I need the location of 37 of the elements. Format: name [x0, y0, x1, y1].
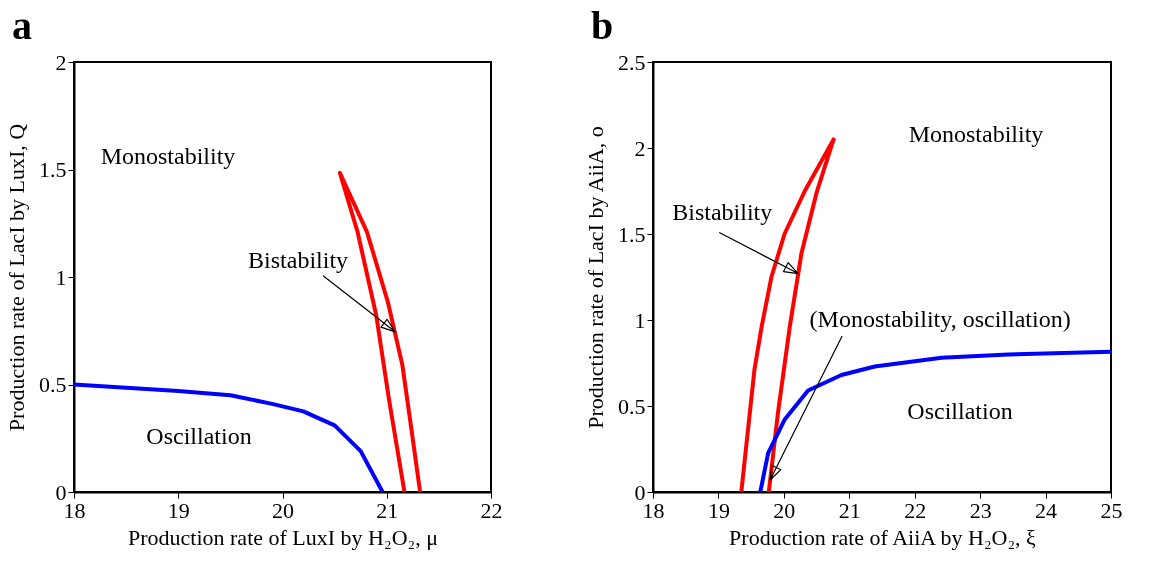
x-tick-label: 24: [1035, 497, 1058, 523]
y-tick-label: 1: [634, 307, 646, 333]
x-tick-label: 22: [480, 497, 503, 523]
y-tick-label: 0.5: [39, 372, 67, 397]
y-axis-title: Production rate of LacI by AiiA, o: [583, 126, 608, 429]
x-axis-title: Production rate of AiiA by H₂O₂, ξ: [729, 524, 1037, 550]
y-axis-title: Production rate of LacI by LuxI, Q: [4, 123, 29, 432]
y-tick-label: 1: [55, 264, 67, 290]
x-tick-label: 20: [773, 497, 796, 523]
chart-title: a: [12, 3, 32, 48]
x-tick-label: 21: [838, 497, 861, 523]
line-series: [74, 382, 385, 492]
x-tick-label: 21: [376, 497, 399, 523]
y-tick-label: 2: [55, 49, 67, 75]
line-series: [758, 349, 1111, 492]
annotation: Oscillation: [907, 398, 1013, 424]
annotation: Oscillation: [146, 423, 252, 449]
x-tick-label: 20: [272, 497, 294, 523]
y-tick-label: 0: [55, 479, 67, 505]
annotation: (Monostability, oscillation): [809, 305, 1071, 332]
annotation: Monostability: [908, 121, 1044, 147]
y-tick-label: 1.5: [618, 221, 646, 247]
y-tick-label: 2: [634, 135, 646, 161]
y-tick-label: 0.5: [618, 393, 646, 419]
chart-title: b: [591, 3, 614, 48]
annotation: Bistability: [672, 198, 773, 225]
x-tick-label: 22: [904, 497, 927, 523]
x-tick-label: 25: [1100, 497, 1123, 523]
x-tick-label: 23: [969, 497, 992, 523]
x-tick-label: 19: [167, 497, 190, 523]
x-axis-title: Production rate of LuxI by H₂O₂, μ: [127, 524, 439, 550]
y-tick-label: 2.5: [618, 49, 646, 75]
y-tick-label: 1.5: [39, 157, 67, 182]
x-tick-label: 19: [707, 497, 730, 523]
y-tick-label: 0: [634, 479, 646, 505]
annotation: Bistability: [248, 246, 349, 273]
annotation: Monostability: [100, 143, 236, 169]
